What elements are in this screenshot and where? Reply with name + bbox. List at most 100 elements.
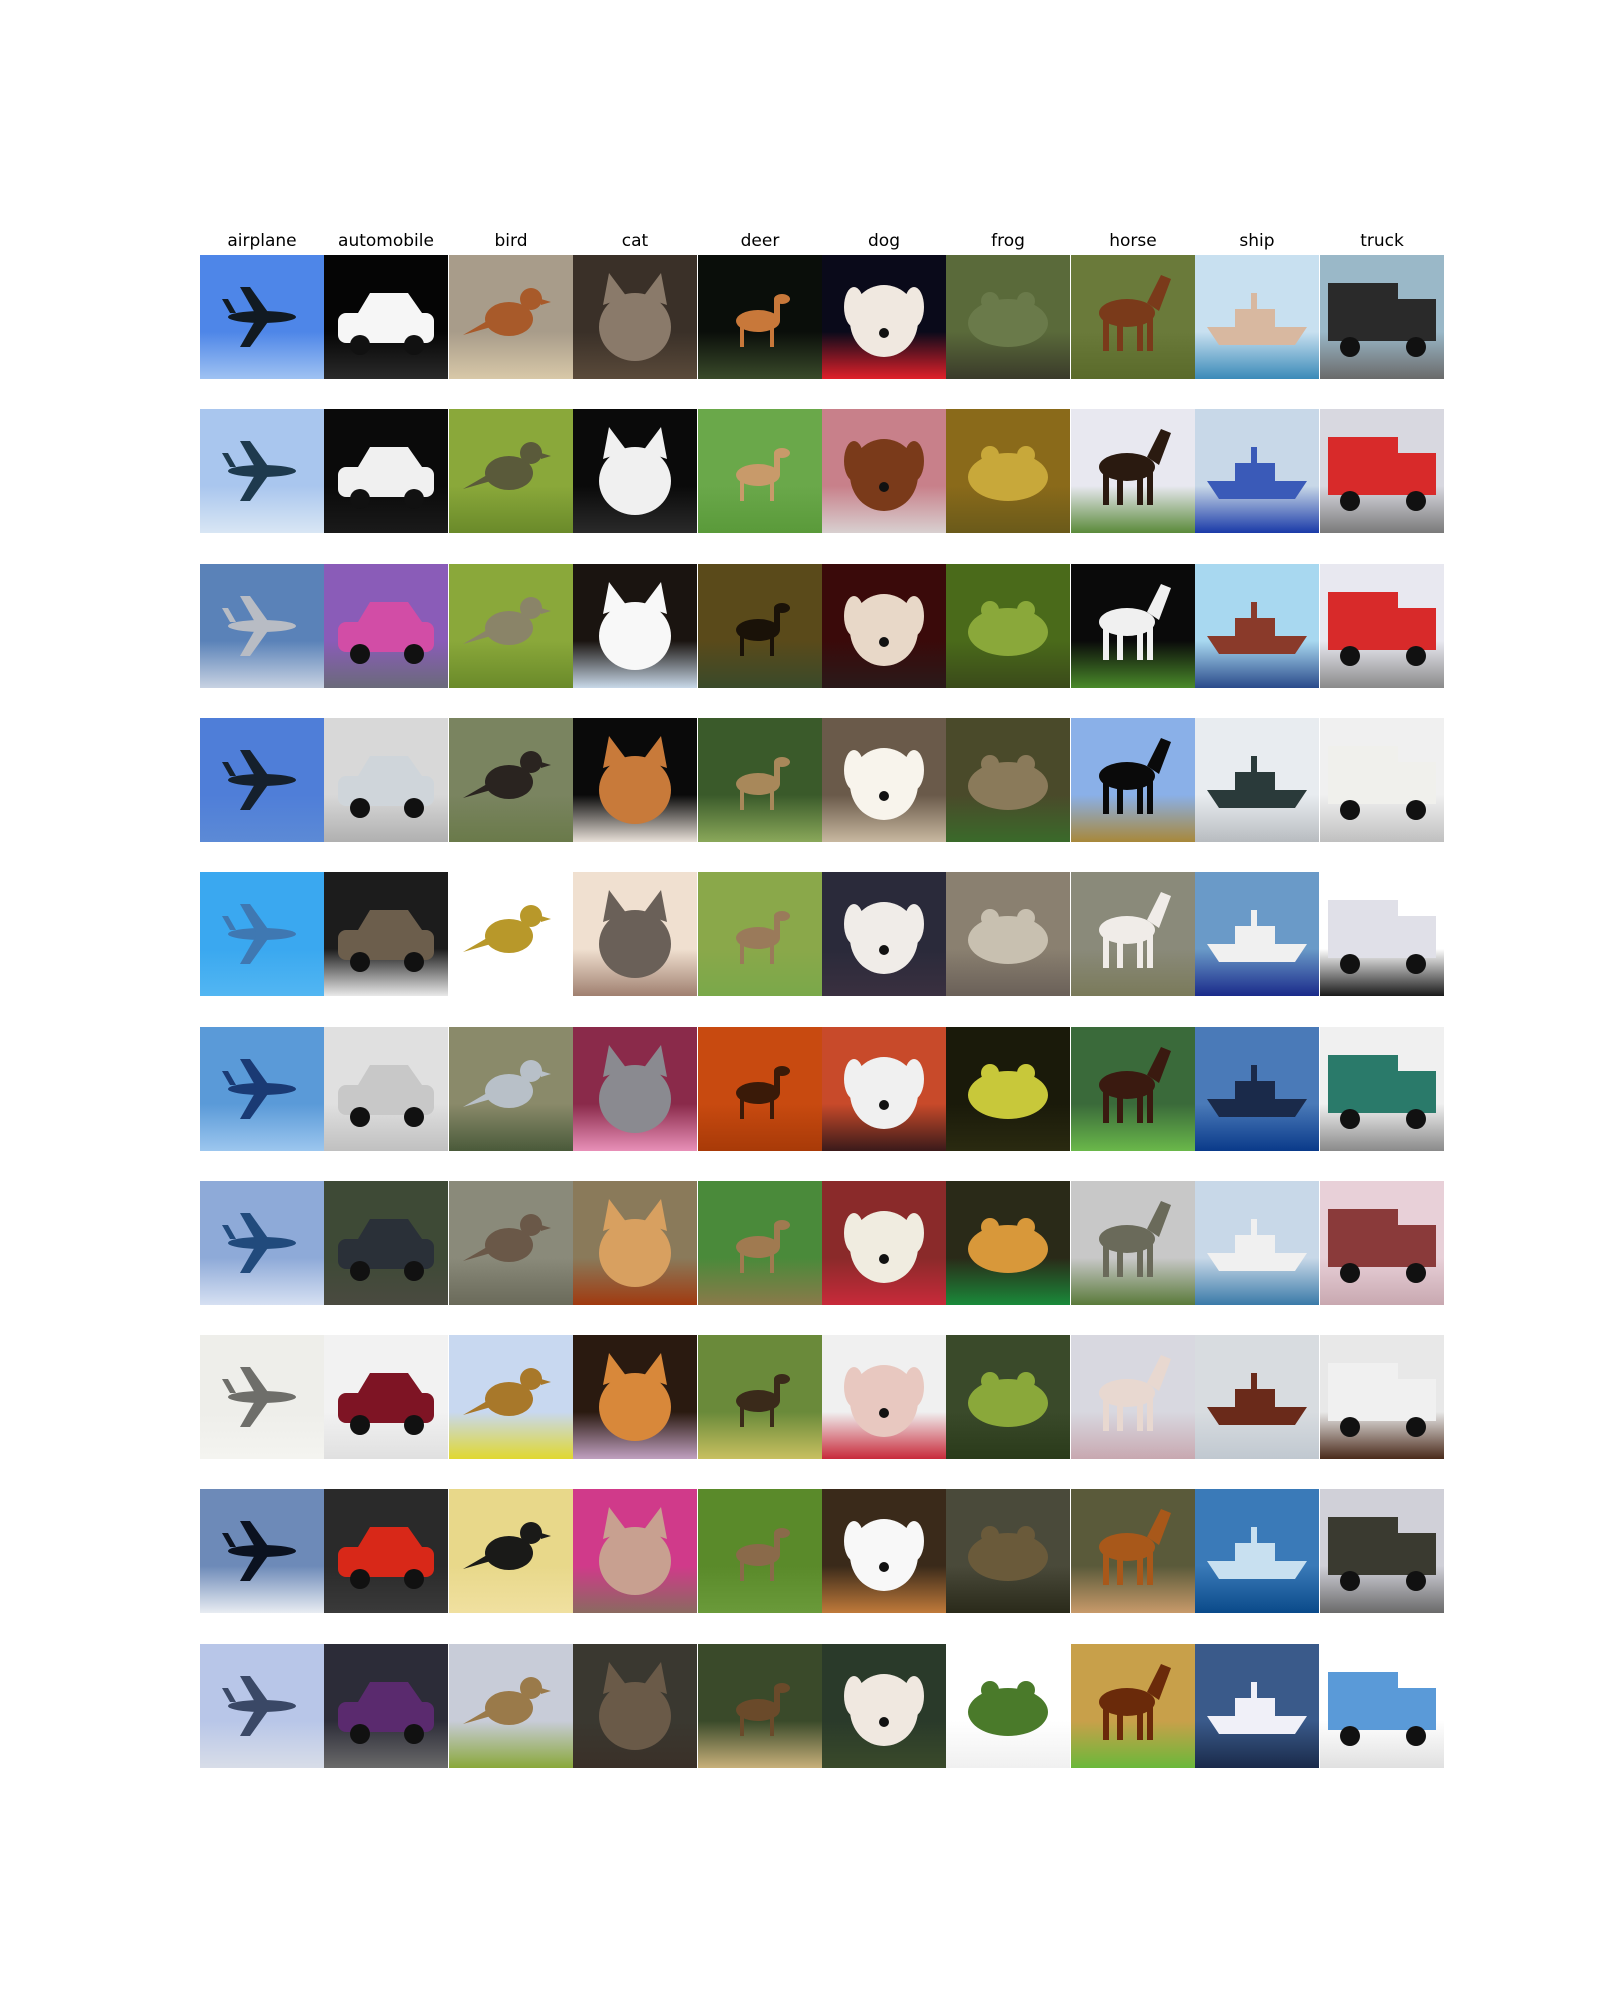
thumbnail-airplane-10 xyxy=(200,1644,324,1768)
cat-silhouette xyxy=(599,736,671,824)
deer-silhouette xyxy=(736,911,790,964)
thumbnail-deer-9 xyxy=(698,1489,822,1613)
thumbnail-truck-3 xyxy=(1320,564,1444,688)
column-label-truck: truck xyxy=(1360,231,1404,251)
thumbnail-bird-5 xyxy=(449,872,573,996)
thumbnail-cat-7 xyxy=(573,1181,697,1305)
deer-silhouette xyxy=(736,757,790,810)
truck-silhouette xyxy=(1328,283,1436,357)
thumbnail-bird-7 xyxy=(449,1181,573,1305)
horse-silhouette xyxy=(1099,1047,1171,1123)
thumbnail-horse-10 xyxy=(1071,1644,1195,1768)
thumbnail-bird-10 xyxy=(449,1644,573,1768)
thumbnail-automobile-6 xyxy=(324,1027,448,1151)
ship-silhouette xyxy=(1207,1219,1307,1271)
horse-silhouette xyxy=(1099,1201,1171,1277)
thumbnail-deer-8 xyxy=(698,1335,822,1459)
thumbnail-truck-6 xyxy=(1320,1027,1444,1151)
thumbnail-ship-4 xyxy=(1195,718,1319,842)
cat-silhouette xyxy=(599,582,671,670)
thumbnail-dog-3 xyxy=(822,564,946,688)
horse-silhouette xyxy=(1099,1509,1171,1585)
bird-silhouette xyxy=(463,1677,551,1725)
thumbnail-bird-8 xyxy=(449,1335,573,1459)
frog-silhouette xyxy=(968,1526,1048,1581)
ship-silhouette xyxy=(1207,1373,1307,1425)
bird-silhouette xyxy=(463,1368,551,1416)
thumbnail-ship-5 xyxy=(1195,872,1319,996)
ship-silhouette xyxy=(1207,910,1307,962)
dog-silhouette xyxy=(844,1211,924,1283)
thumbnail-airplane-2 xyxy=(200,409,324,533)
thumbnail-frog-2 xyxy=(946,409,1070,533)
deer-silhouette xyxy=(736,1528,790,1581)
horse-silhouette xyxy=(1099,1664,1171,1740)
horse-silhouette xyxy=(1099,275,1171,351)
thumbnail-ship-9 xyxy=(1195,1489,1319,1613)
thumbnail-deer-2 xyxy=(698,409,822,533)
thumbnail-bird-4 xyxy=(449,718,573,842)
cat-silhouette xyxy=(599,1507,671,1595)
thumbnail-frog-1 xyxy=(946,255,1070,379)
thumbnail-ship-6 xyxy=(1195,1027,1319,1151)
thumbnail-horse-5 xyxy=(1071,872,1195,996)
truck-silhouette xyxy=(1328,592,1436,666)
bird-silhouette xyxy=(463,1214,551,1262)
automobile-silhouette xyxy=(338,1065,434,1127)
thumbnail-automobile-3 xyxy=(324,564,448,688)
bird-silhouette xyxy=(463,597,551,645)
thumbnail-frog-5 xyxy=(946,872,1070,996)
truck-silhouette xyxy=(1328,437,1436,511)
thumbnail-airplane-8 xyxy=(200,1335,324,1459)
thumbnail-frog-4 xyxy=(946,718,1070,842)
thumbnail-ship-2 xyxy=(1195,409,1319,533)
deer-silhouette xyxy=(736,1683,790,1736)
horse-silhouette xyxy=(1099,429,1171,505)
automobile-silhouette xyxy=(338,756,434,818)
thumbnail-airplane-9 xyxy=(200,1489,324,1613)
airplane-silhouette xyxy=(222,750,296,810)
automobile-silhouette xyxy=(338,293,434,355)
automobile-silhouette xyxy=(338,602,434,664)
thumbnail-automobile-5 xyxy=(324,872,448,996)
thumbnail-horse-6 xyxy=(1071,1027,1195,1151)
column-label-frog: frog xyxy=(991,231,1025,251)
bird-silhouette xyxy=(463,288,551,336)
thumbnail-dog-8 xyxy=(822,1335,946,1459)
cat-silhouette xyxy=(599,1662,671,1750)
column-label-deer: deer xyxy=(740,231,780,251)
thumbnail-frog-7 xyxy=(946,1181,1070,1305)
thumbnail-bird-6 xyxy=(449,1027,573,1151)
thumbnail-cat-4 xyxy=(573,718,697,842)
thumbnail-cat-3 xyxy=(573,564,697,688)
thumbnail-airplane-5 xyxy=(200,872,324,996)
bird-silhouette xyxy=(463,442,551,490)
ship-silhouette xyxy=(1207,447,1307,499)
cat-silhouette xyxy=(599,1045,671,1133)
frog-silhouette xyxy=(968,755,1048,810)
thumbnail-ship-10 xyxy=(1195,1644,1319,1768)
thumbnail-dog-7 xyxy=(822,1181,946,1305)
bird-silhouette xyxy=(463,1522,551,1570)
cat-silhouette xyxy=(599,1353,671,1441)
truck-silhouette xyxy=(1328,746,1436,820)
thumbnail-frog-9 xyxy=(946,1489,1070,1613)
deer-silhouette xyxy=(736,1066,790,1119)
dog-silhouette xyxy=(844,439,924,511)
deer-silhouette xyxy=(736,448,790,501)
frog-silhouette xyxy=(968,292,1048,347)
thumbnail-cat-9 xyxy=(573,1489,697,1613)
thumbnail-deer-7 xyxy=(698,1181,822,1305)
thumbnail-frog-3 xyxy=(946,564,1070,688)
thumbnail-dog-4 xyxy=(822,718,946,842)
automobile-silhouette xyxy=(338,1373,434,1435)
thumbnail-cat-1 xyxy=(573,255,697,379)
thumbnail-automobile-1 xyxy=(324,255,448,379)
thumbnail-automobile-4 xyxy=(324,718,448,842)
thumbnail-deer-4 xyxy=(698,718,822,842)
thumbnail-airplane-7 xyxy=(200,1181,324,1305)
column-label-bird: bird xyxy=(494,231,528,251)
frog-silhouette xyxy=(968,1218,1048,1273)
thumbnail-airplane-1 xyxy=(200,255,324,379)
